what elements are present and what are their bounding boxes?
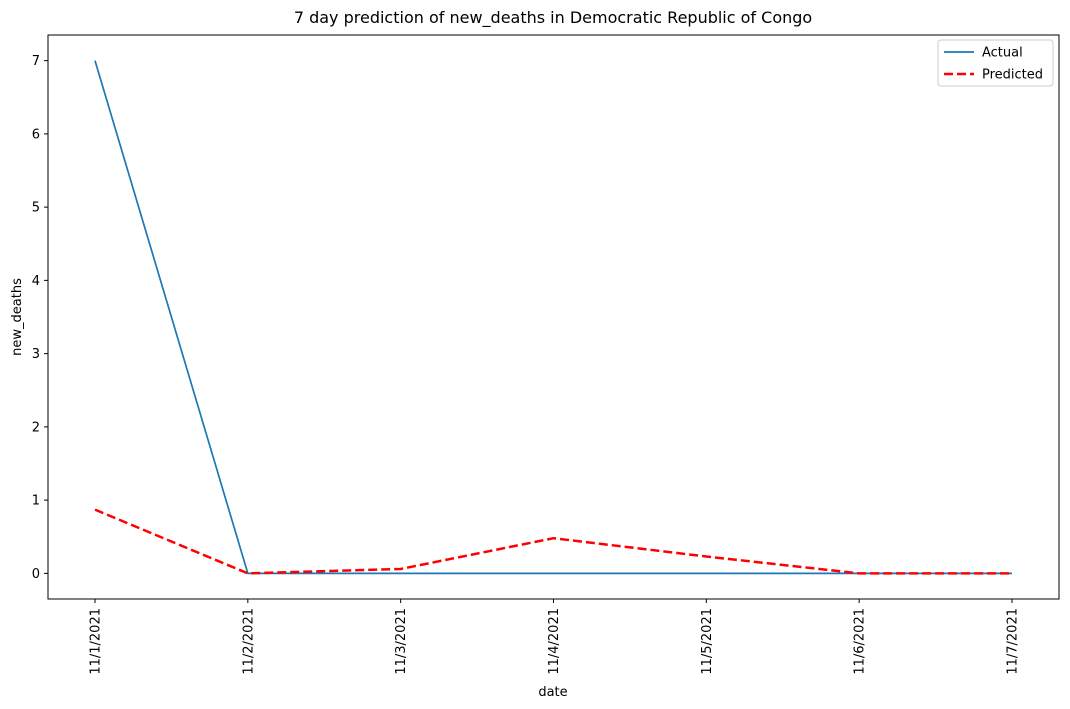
- x-tick-label: 11/3/2021: [394, 608, 409, 675]
- y-tick-label: 3: [32, 347, 40, 362]
- x-tick-label: 11/7/2021: [1006, 608, 1021, 675]
- y-tick-label: 6: [32, 127, 40, 142]
- y-tick-label: 1: [32, 494, 40, 509]
- x-tick-label: 11/4/2021: [547, 608, 562, 675]
- y-tick-label: 5: [32, 201, 40, 216]
- x-axis: 11/1/2021 11/2/2021 11/3/2021 11/4/2021 11/5…: [89, 599, 1021, 675]
- legend-label-actual: Actual: [982, 46, 1023, 61]
- chart-title: 7 day prediction of new_deaths in Democr…: [294, 8, 812, 28]
- x-axis-label: date: [538, 685, 567, 700]
- x-tick-label: 11/2/2021: [241, 608, 256, 675]
- y-tick-label: 2: [32, 420, 40, 435]
- x-tick-label: 11/5/2021: [700, 608, 715, 675]
- series-layer: [94, 60, 1012, 575]
- y-axis-label: new_deaths: [10, 278, 25, 356]
- series-line-actual: [94, 60, 1012, 575]
- plot-area: [47, 34, 1060, 600]
- y-tick-label: 0: [32, 567, 40, 582]
- x-tick-label: 11/1/2021: [89, 608, 104, 675]
- y-tick-label: 7: [32, 54, 40, 69]
- legend: Actual Predicted: [937, 39, 1054, 87]
- y-tick-label: 4: [32, 274, 40, 289]
- y-axis: 0 1 2 3 4 5 6 7: [32, 54, 48, 582]
- series-line-predicted: [94, 508, 1012, 575]
- legend-label-predicted: Predicted: [982, 68, 1043, 83]
- x-tick-label: 11/6/2021: [853, 608, 868, 675]
